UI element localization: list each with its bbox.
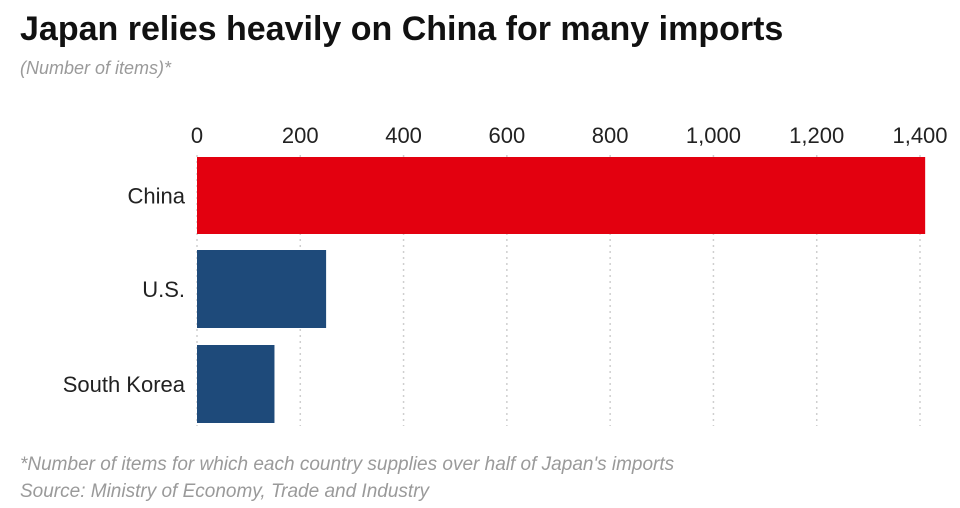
- category-label: South Korea: [63, 372, 186, 397]
- x-tick-label: 400: [385, 123, 422, 148]
- bar-south-korea: [197, 345, 275, 423]
- category-labels: China U.S. South Korea: [63, 184, 186, 398]
- x-tick-label: 1,400: [892, 123, 947, 148]
- source-note: Source: Ministry of Economy, Trade and I…: [20, 481, 430, 502]
- x-tick-label: 1,000: [686, 123, 741, 148]
- x-tick-label: 0: [191, 123, 203, 148]
- category-label: U.S.: [142, 277, 185, 302]
- x-tick-label: 200: [282, 123, 319, 148]
- category-label: China: [128, 184, 186, 209]
- x-tick-label: 800: [592, 123, 629, 148]
- x-tick-label: 600: [488, 123, 525, 148]
- bar-u-s: [197, 250, 327, 328]
- footnote: *Number of items for which each country …: [20, 454, 675, 475]
- bar-chart: 0 200 400 600 800 1,000 1,200 1,400 China U.S. So…: [63, 123, 948, 426]
- x-tick-label: 1,200: [789, 123, 844, 148]
- chart-subtitle: (Number of items)*: [20, 58, 172, 78]
- chart-title: Japan relies heavily on China for many i…: [20, 10, 784, 48]
- x-axis-ticks: 0 200 400 600 800 1,000 1,200 1,400: [191, 123, 948, 148]
- bars: [197, 157, 926, 423]
- bar-china: [197, 157, 926, 234]
